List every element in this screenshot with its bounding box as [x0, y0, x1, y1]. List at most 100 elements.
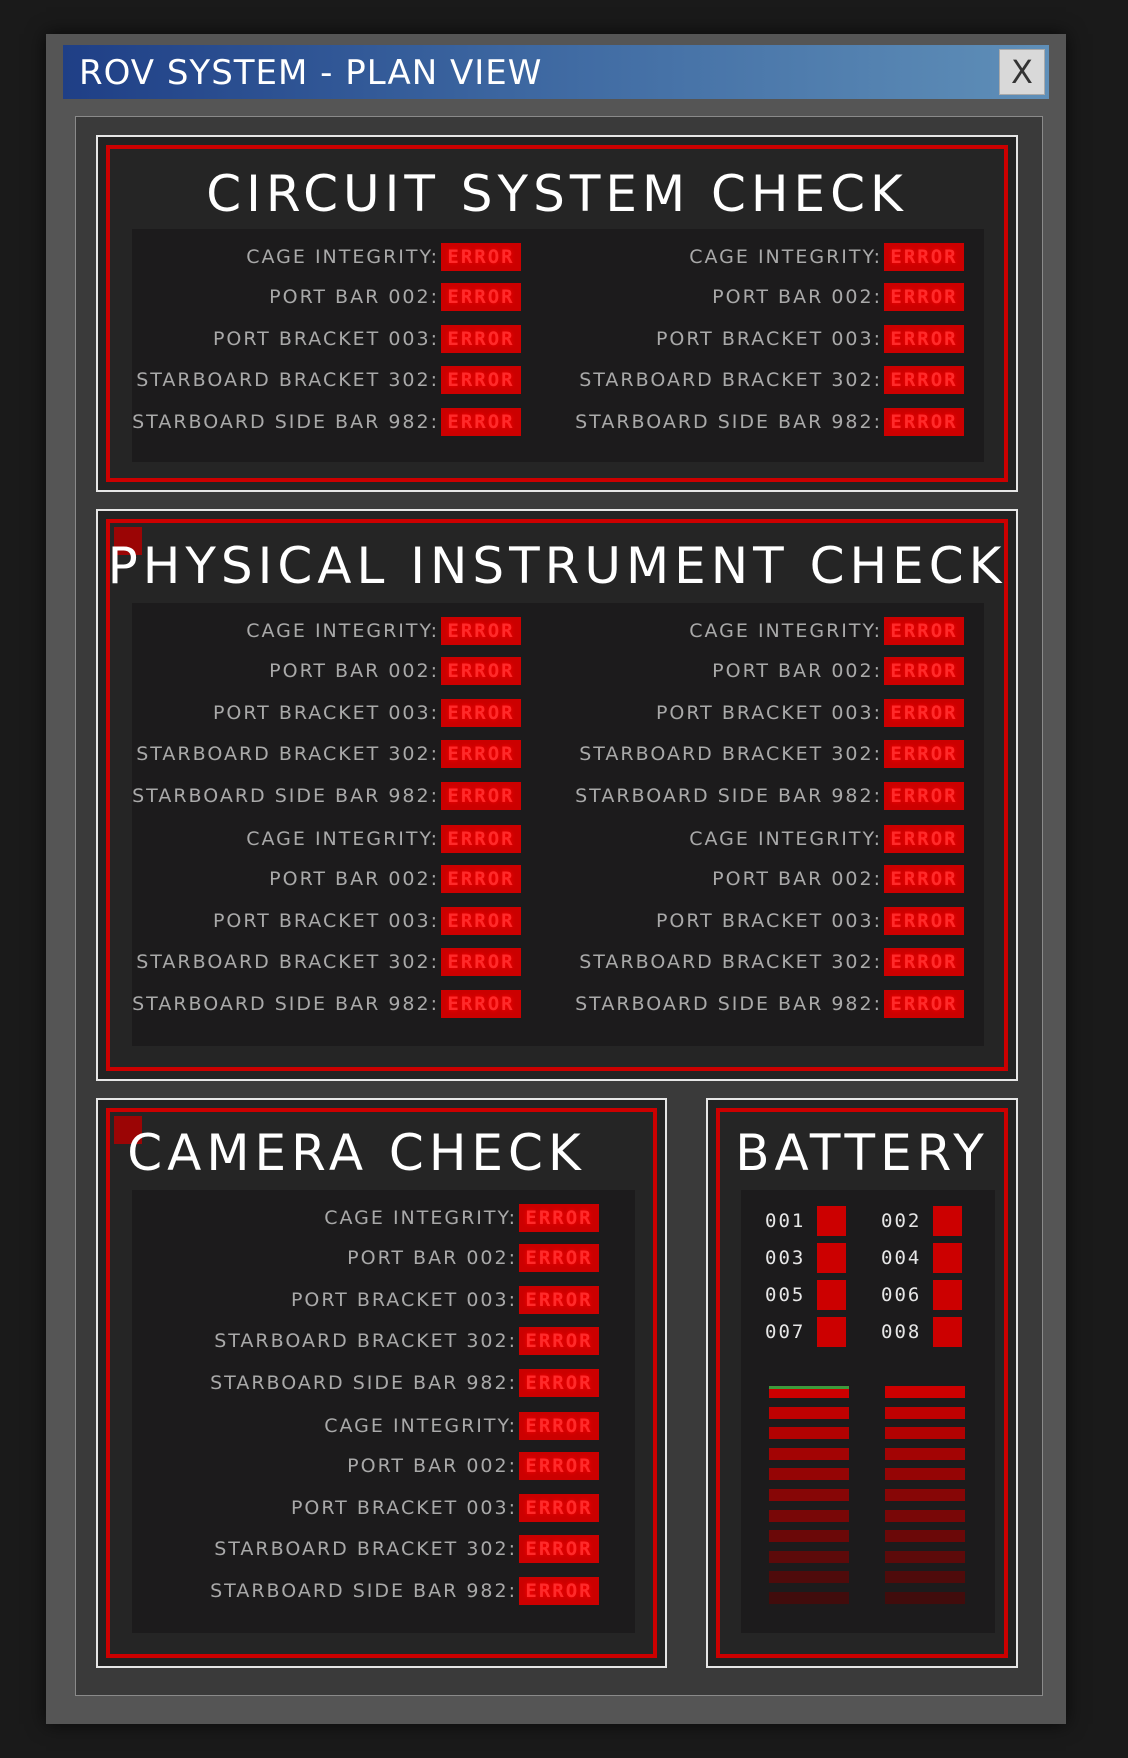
status-row: STARBOARD BRACKET 302: ERROR [136, 740, 521, 768]
error-badge: ERROR [441, 366, 521, 394]
battery-gauge-segment [885, 1509, 965, 1522]
error-badge: ERROR [519, 1204, 599, 1232]
status-label: STARBOARD BRACKET 302: [579, 951, 882, 973]
error-badge: ERROR [884, 366, 964, 394]
error-badge: ERROR [441, 907, 521, 935]
battery-cell-id: 006 [881, 1284, 922, 1306]
error-badge: ERROR [884, 825, 964, 853]
corner-marker [114, 1116, 142, 1144]
status-label: PORT BRACKET 003: [212, 910, 439, 932]
status-row: PORT BRACKET 003: ERROR [656, 325, 964, 353]
battery-gauge-segment [885, 1530, 965, 1543]
status-row: STARBOARD SIDE BAR 982: ERROR [132, 408, 521, 436]
error-badge: ERROR [519, 1369, 599, 1397]
battery-display: 001 002 003 004 005 006 007 008 [741, 1190, 995, 1633]
error-badge: ERROR [441, 283, 521, 311]
rov-system-window: ROV SYSTEM - PLAN VIEW X CIRCUIT SYSTEM … [46, 34, 1066, 1724]
error-badge: ERROR [519, 1244, 599, 1272]
status-row: STARBOARD SIDE BAR 982: ERROR [132, 782, 521, 810]
status-row: STARBOARD BRACKET 302: ERROR [579, 948, 964, 976]
status-row: CAGE INTEGRITY: ERROR [246, 243, 521, 271]
physical-instrument-check-panel: PHYSICAL INSTRUMENT CHECK CAGE INTEGRITY… [96, 509, 1018, 1081]
status-row: PORT BAR 002: ERROR [347, 1244, 599, 1272]
window-title: ROV SYSTEM - PLAN VIEW [79, 53, 543, 93]
status-row: PORT BRACKET 003: ERROR [213, 325, 521, 353]
battery-gauge-segment [769, 1550, 849, 1563]
battery-gauge-segment [769, 1447, 849, 1460]
battery-cell-id: 008 [881, 1321, 922, 1343]
error-badge: ERROR [441, 408, 521, 436]
status-row: PORT BAR 002: ERROR [712, 657, 964, 685]
status-row: PORT BAR 002: ERROR [712, 865, 964, 893]
error-badge: ERROR [884, 283, 964, 311]
battery-cell: 005 [765, 1280, 846, 1310]
error-badge: ERROR [884, 865, 964, 893]
battery-cell-indicator [817, 1243, 846, 1273]
camera-list: CAGE INTEGRITY: ERROR PORT BAR 002: ERROR PO… [132, 1190, 635, 1633]
battery-cell-id: 003 [765, 1247, 806, 1269]
status-label: STARBOARD SIDE BAR 982: [210, 1372, 517, 1394]
status-row: STARBOARD BRACKET 302: ERROR [579, 366, 964, 394]
battery-gauge-segment [885, 1592, 965, 1604]
status-row: PORT BRACKET 003: ERROR [656, 699, 964, 727]
status-label: PORT BRACKET 003: [212, 328, 439, 350]
status-row: STARBOARD BRACKET 302: ERROR [214, 1535, 599, 1563]
error-badge: ERROR [519, 1286, 599, 1314]
status-label: PORT BAR 002: [712, 286, 882, 308]
status-label: STARBOARD BRACKET 302: [136, 743, 439, 765]
status-row: PORT BAR 002: ERROR [712, 283, 964, 311]
error-badge: ERROR [884, 408, 964, 436]
battery-cell: 004 [881, 1243, 962, 1273]
error-badge: ERROR [884, 617, 964, 645]
error-badge: ERROR [441, 865, 521, 893]
battery-cell: 002 [881, 1206, 962, 1236]
battery-gauge-segment [769, 1571, 849, 1584]
status-row: STARBOARD SIDE BAR 982: ERROR [210, 1577, 599, 1605]
battery-cell: 003 [765, 1243, 846, 1273]
status-row: PORT BAR 002: ERROR [269, 657, 521, 685]
status-label: PORT BAR 002: [269, 660, 439, 682]
status-label: STARBOARD SIDE BAR 982: [132, 411, 439, 433]
status-row: PORT BRACKET 003: ERROR [213, 907, 521, 935]
status-row: PORT BAR 002: ERROR [269, 283, 521, 311]
status-label: STARBOARD BRACKET 302: [136, 951, 439, 973]
status-row: STARBOARD BRACKET 302: ERROR [579, 740, 964, 768]
battery-cell-id: 004 [881, 1247, 922, 1269]
error-badge: ERROR [519, 1327, 599, 1355]
battery-cell: 001 [765, 1206, 846, 1236]
battery-gauge-segment [885, 1406, 965, 1419]
status-label: CAGE INTEGRITY: [689, 828, 882, 850]
status-label: STARBOARD SIDE BAR 982: [132, 785, 439, 807]
circuit-title: CIRCUIT SYSTEM CHECK [206, 165, 908, 223]
status-row: CAGE INTEGRITY: ERROR [689, 243, 964, 271]
battery-gauge-segment [885, 1427, 965, 1440]
status-row: STARBOARD SIDE BAR 982: ERROR [575, 990, 964, 1018]
battery-gauge-segment [769, 1427, 849, 1440]
battery-gauge-segment [885, 1550, 965, 1563]
status-label: CAGE INTEGRITY: [324, 1207, 517, 1229]
status-label: PORT BRACKET 003: [212, 702, 439, 724]
status-label: STARBOARD BRACKET 302: [579, 369, 882, 391]
error-badge: ERROR [884, 325, 964, 353]
status-label: PORT BRACKET 003: [290, 1497, 517, 1519]
battery-gauge-segment [885, 1571, 965, 1584]
close-button[interactable]: X [999, 49, 1045, 95]
error-badge: ERROR [884, 699, 964, 727]
error-badge: ERROR [884, 990, 964, 1018]
battery-cell-indicator [933, 1280, 962, 1310]
status-row: STARBOARD SIDE BAR 982: ERROR [210, 1369, 599, 1397]
error-badge: ERROR [884, 782, 964, 810]
error-badge: ERROR [884, 657, 964, 685]
title-bar[interactable]: ROV SYSTEM - PLAN VIEW X [63, 45, 1049, 99]
status-label: PORT BAR 002: [347, 1247, 517, 1269]
battery-cell-indicator [817, 1280, 846, 1310]
battery-cell-id: 001 [765, 1210, 806, 1232]
battery-cell-id: 002 [881, 1210, 922, 1232]
battery-cell: 006 [881, 1280, 962, 1310]
status-label: STARBOARD SIDE BAR 982: [575, 785, 882, 807]
status-label: CAGE INTEGRITY: [246, 828, 439, 850]
status-row: PORT BRACKET 003: ERROR [291, 1286, 599, 1314]
physical-list: CAGE INTEGRITY: ERROR PORT BAR 002: ERROR PO… [132, 603, 984, 1046]
status-label: CAGE INTEGRITY: [689, 620, 882, 642]
status-label: PORT BAR 002: [347, 1455, 517, 1477]
